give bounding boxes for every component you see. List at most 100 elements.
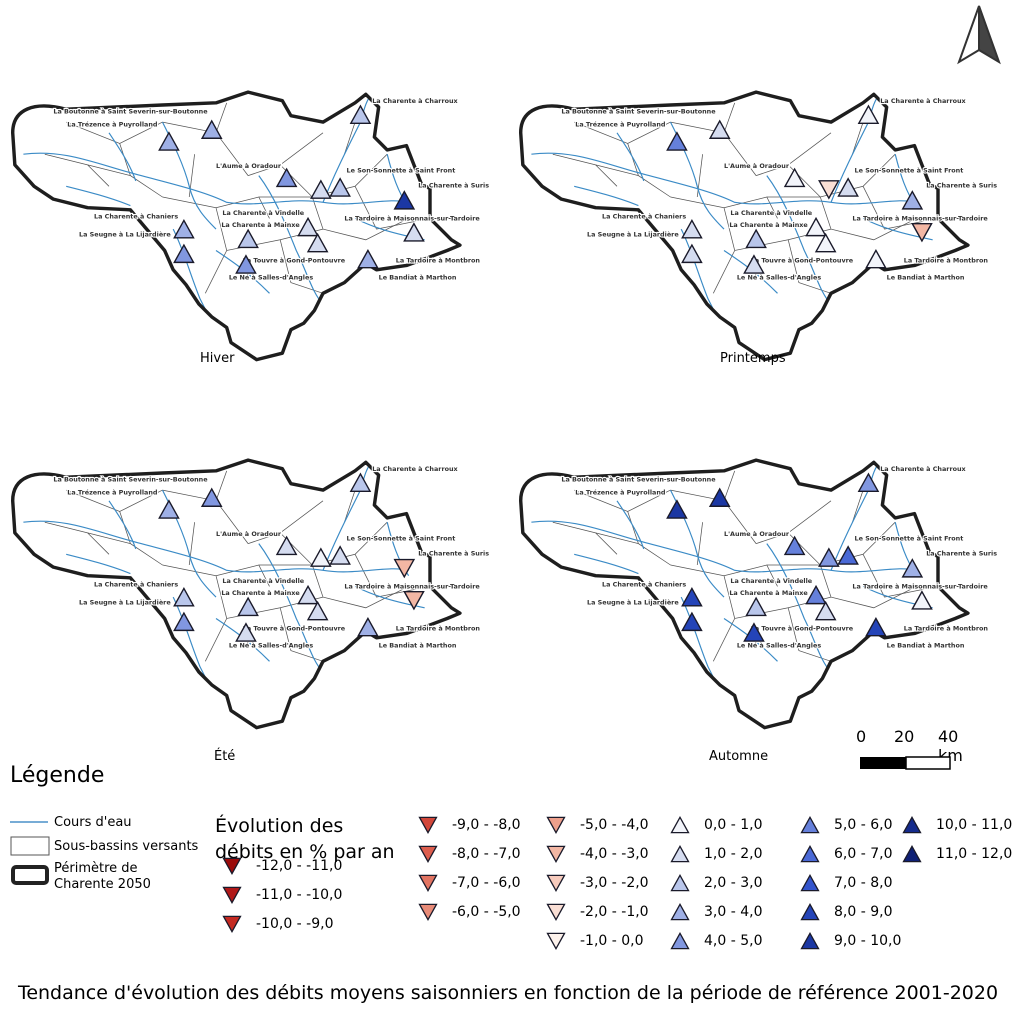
legend-class-item: 9,0 - 10,0 xyxy=(800,931,901,951)
river xyxy=(66,553,131,575)
station-label: La Trézence à Puyrolland xyxy=(67,488,158,496)
station-label: La Charente à Vindelle xyxy=(730,577,812,585)
river xyxy=(258,175,324,305)
triangle-up-icon xyxy=(670,932,690,950)
legend-class-swatch xyxy=(800,874,820,892)
station-label: L'Aume à Oradour xyxy=(216,530,282,538)
triangle-up-icon xyxy=(670,816,690,834)
station-label: La Touvre à Gond-Pontouvre xyxy=(243,624,346,632)
station-trend-triangle xyxy=(297,584,319,605)
scale-label-0: 0 xyxy=(856,727,867,746)
station-trend-triangle xyxy=(837,177,859,197)
legend-class-item: -6,0 - -5,0 xyxy=(418,902,521,922)
legend-class-item: -8,0 - -7,0 xyxy=(418,844,521,864)
triangle-down-icon xyxy=(546,845,566,863)
station-trend-triangle xyxy=(237,228,259,249)
station-label: La Charente à Mainxe xyxy=(221,221,300,229)
legend-class-item: -3,0 - -2,0 xyxy=(546,873,649,893)
triangle-down-icon xyxy=(418,845,438,863)
legend-class-label: 9,0 - 10,0 xyxy=(834,933,902,949)
legend-class-swatch xyxy=(670,845,690,863)
station-trend-triangle xyxy=(745,228,767,249)
triangle-up-icon xyxy=(800,845,820,863)
triangle-down-icon xyxy=(418,903,438,921)
subbasin-boundary xyxy=(552,521,939,662)
legend-class-swatch xyxy=(902,816,922,834)
station-label: La Charente à Charroux xyxy=(880,97,966,105)
legend-class-label: -5,0 - -4,0 xyxy=(580,817,649,833)
evolution-legend-title: Évolution des débits en % par an xyxy=(215,815,395,863)
river xyxy=(574,553,639,575)
station-trend-triangle xyxy=(158,131,180,151)
station-label: La Charente à Vindelle xyxy=(730,209,812,217)
triangle-down-icon xyxy=(546,932,566,950)
subbasin-boundary xyxy=(574,470,757,566)
perimeter-charente-2050 xyxy=(518,458,970,730)
station-label: La Seugne à La Lijardière xyxy=(79,599,171,607)
station-trend-triangle xyxy=(818,180,840,200)
map-printemps: La Boutonne à Saint Severin-sur-Boutonne… xyxy=(518,90,998,362)
station-label: La Charente à Charroux xyxy=(372,97,458,105)
station-trend-triangle xyxy=(200,119,223,139)
station-trend-triangle xyxy=(743,254,765,274)
subbasin-boundary xyxy=(595,489,864,587)
legend-class-label: -6,0 - -5,0 xyxy=(452,904,521,920)
station-trend-triangle xyxy=(329,545,351,565)
legend-class-label: -4,0 - -3,0 xyxy=(580,846,649,862)
station-trend-triangle xyxy=(681,219,703,239)
legend-class-swatch xyxy=(418,845,438,863)
station-label: L'Aume à Oradour xyxy=(724,530,790,538)
river xyxy=(766,175,832,305)
station-label: Le Son-Sonnette à Saint Front xyxy=(855,166,964,174)
legend-class-swatch xyxy=(418,816,438,834)
legend-class-item: 5,0 - 6,0 xyxy=(800,815,892,835)
legend-class-item: 8,0 - 9,0 xyxy=(800,902,892,922)
triangle-up-icon xyxy=(800,816,820,834)
station-trend-triangle xyxy=(349,472,372,492)
river xyxy=(766,543,832,673)
river xyxy=(23,520,409,573)
legend-class-label: 1,0 - 2,0 xyxy=(704,846,763,862)
station-label: La Charente à Chaniers xyxy=(94,212,178,220)
river xyxy=(108,500,137,550)
station-trend-triangle xyxy=(837,545,859,565)
station-trend-triangle xyxy=(743,622,765,642)
subbasin-boundary xyxy=(87,489,356,587)
legend-rivers-label: Cours d'eau xyxy=(54,815,132,830)
season-label-automne: Automne xyxy=(709,749,769,764)
subbasin-boundary xyxy=(552,153,939,294)
legend-class-swatch xyxy=(800,932,820,950)
legend-perimeter-label: Périmètre de Charente 2050 xyxy=(54,861,151,892)
station-label: La Charente à Suris xyxy=(418,549,489,557)
station-label: La Boutonne à Saint Severin-sur-Boutonne xyxy=(561,108,716,116)
legend-class-item: 4,0 - 5,0 xyxy=(670,931,762,951)
subbasin-boundary xyxy=(595,121,864,219)
station-label: La Charente à Chaniers xyxy=(94,580,178,588)
legend-class-label: 2,0 - 3,0 xyxy=(704,875,763,891)
legend-class-label: -10,0 - -9,0 xyxy=(256,916,334,932)
legend-class-label: -7,0 - -6,0 xyxy=(452,875,521,891)
station-trend-triangle xyxy=(403,590,425,611)
station-trend-triangle xyxy=(393,190,416,210)
station-trend-triangle xyxy=(901,558,924,578)
station-label: La Tardoire à Maisonnais-sur-Tardoire xyxy=(344,215,480,223)
legend-class-label: 6,0 - 7,0 xyxy=(834,846,893,862)
legend-class-item: 1,0 - 2,0 xyxy=(670,844,762,864)
legend-class-label: -1,0 - 0,0 xyxy=(580,933,644,949)
legend-class-swatch xyxy=(222,857,242,875)
station-trend-triangle xyxy=(275,535,298,556)
legend-class-swatch xyxy=(546,932,566,950)
station-label: La Charente à Chaniers xyxy=(602,580,686,588)
north-arrow-icon xyxy=(957,4,1001,70)
figure-caption: Tendance d'évolution des débits moyens s… xyxy=(17,982,999,1004)
station-trend-triangle xyxy=(857,472,880,492)
station-trend-triangle xyxy=(666,131,688,151)
legend-class-swatch xyxy=(670,816,690,834)
station-trend-triangle xyxy=(357,616,379,637)
triangle-up-icon xyxy=(800,932,820,950)
legend-class-label: 10,0 - 11,0 xyxy=(936,817,1013,833)
station-trend-triangle xyxy=(857,104,880,124)
map-panel-ete: La Boutonne à Saint Severin-sur-Boutonne… xyxy=(0,448,500,823)
legend-class-item: -9,0 - -8,0 xyxy=(418,815,521,835)
station-trend-triangle xyxy=(783,167,806,188)
